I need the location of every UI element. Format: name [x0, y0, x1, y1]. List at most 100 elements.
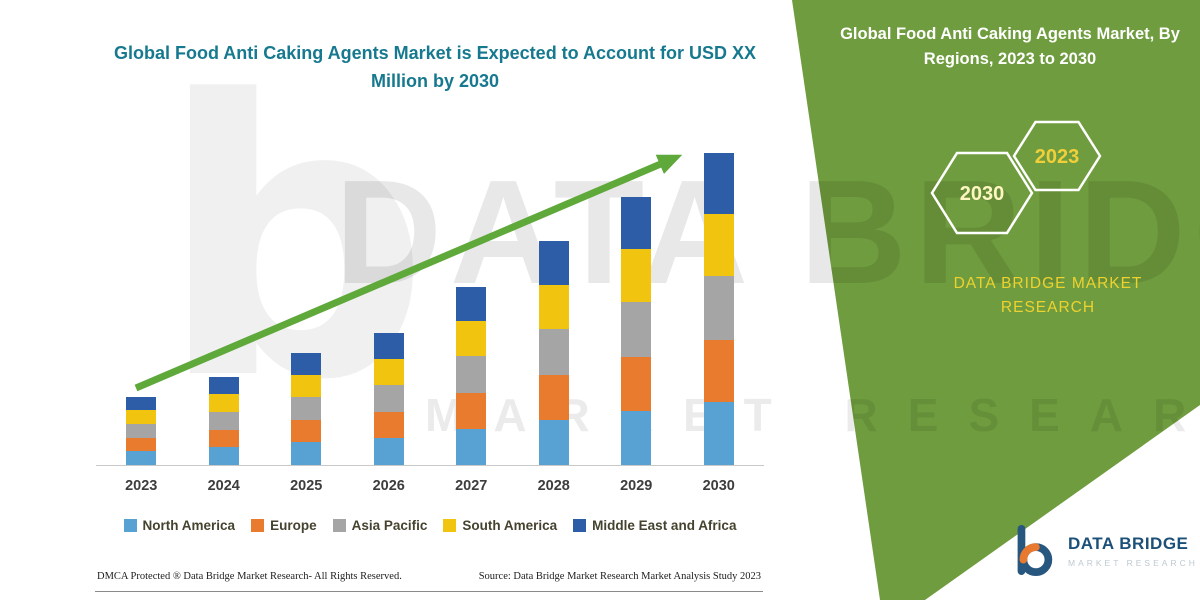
- bar-segment-middle-east-and-africa: [456, 287, 487, 321]
- bar-segment-asia-pacific: [291, 397, 322, 420]
- x-axis-label-2027: 2027: [455, 478, 488, 494]
- source-note: Source: Data Bridge Market Research Mark…: [478, 571, 761, 582]
- x-axis-label-2029: 2029: [620, 478, 653, 494]
- bar-segment-north-america: [538, 420, 569, 465]
- year-hexagons: 2030 2023: [930, 120, 1102, 235]
- hexagon-2023-label: 2023: [1035, 146, 1080, 168]
- bar-segment-north-america: [291, 442, 322, 465]
- bar-segment-middle-east-and-africa: [621, 197, 652, 249]
- bar-segment-middle-east-and-africa: [208, 377, 239, 394]
- legend-item-middle-east-and-africa: Middle East and Africa: [573, 518, 736, 533]
- bar-column-2028: [513, 241, 596, 465]
- x-axis-label-2028: 2028: [537, 478, 570, 494]
- bar-segment-south-america: [538, 285, 569, 329]
- bar-segment-europe: [538, 375, 569, 420]
- bar-segment-middle-east-and-africa: [703, 153, 734, 214]
- logo-brand-sub: MARKET RESEARCH: [1068, 558, 1198, 568]
- legend-swatch: [332, 519, 346, 532]
- bar-segment-europe: [703, 340, 734, 402]
- x-axis-label-2023: 2023: [125, 478, 158, 494]
- bar-segment-north-america: [373, 438, 404, 465]
- legend-label: North America: [142, 518, 236, 533]
- bar-segment-asia-pacific: [703, 276, 734, 340]
- bar-segment-asia-pacific: [456, 356, 487, 393]
- bar-segment-south-america: [126, 410, 157, 424]
- panel-brand-text: DATA BRIDGE MARKET RESEARCH: [953, 275, 1143, 317]
- bar-segment-south-america: [621, 249, 652, 302]
- bar-segment-europe: [373, 412, 404, 438]
- legend-item-north-america: North America: [123, 518, 236, 533]
- bar-segment-asia-pacific: [621, 302, 652, 357]
- bar-segment-south-america: [291, 375, 322, 397]
- bar-column-2027: [430, 287, 513, 465]
- bar-segment-europe: [208, 430, 239, 447]
- bar-segment-asia-pacific: [126, 424, 157, 438]
- hexagon-2023: [1012, 120, 1102, 192]
- bar-segment-middle-east-and-africa: [126, 397, 157, 410]
- stacked-bar-2023: [126, 397, 157, 465]
- footer: DMCA Protected ® Data Bridge Market Rese…: [97, 571, 761, 582]
- bar-segment-europe: [291, 420, 322, 442]
- legend-label: South America: [462, 518, 558, 533]
- x-axis-label-2024: 2024: [207, 478, 240, 494]
- stacked-bar-2024: [208, 377, 239, 465]
- bar-segment-north-america: [456, 429, 487, 465]
- x-axis-label-2030: 2030: [702, 478, 735, 494]
- bar-column-2029: [595, 197, 678, 465]
- x-axis-labels: 2023 2024 2025 2026 2027 2028 2029 2030: [100, 478, 760, 494]
- bar-segment-north-america: [126, 451, 157, 465]
- x-axis-label-2025: 2025: [290, 478, 323, 494]
- legend-label: Europe: [270, 518, 317, 533]
- legend-item-south-america: South America: [443, 518, 557, 533]
- legend-label: Middle East and Africa: [592, 518, 737, 533]
- legend-label: Asia Pacific: [351, 518, 428, 533]
- x-axis-label-2026: 2026: [372, 478, 405, 494]
- bar-column-2023: [100, 397, 183, 465]
- bar-segment-middle-east-and-africa: [538, 241, 569, 285]
- bar-segment-asia-pacific: [373, 385, 404, 412]
- footer-divider: [95, 591, 763, 592]
- stacked-bar-2030: [703, 153, 734, 465]
- bar-segment-north-america: [208, 447, 239, 465]
- bar-column-2026: [348, 333, 431, 465]
- bar-column-2024: [183, 377, 266, 465]
- bar-segment-europe: [126, 438, 157, 451]
- legend-swatch: [123, 519, 137, 532]
- bar-segment-south-america: [208, 394, 239, 412]
- stacked-bar-2028: [538, 241, 569, 465]
- bar-column-2025: [265, 353, 348, 465]
- x-axis-line: [96, 465, 764, 466]
- logo-text: DATA BRIDGE MARKET RESEARCH: [1068, 534, 1198, 568]
- bar-segment-north-america: [621, 411, 652, 465]
- stacked-bar-2029: [621, 197, 652, 465]
- legend-swatch: [443, 519, 457, 532]
- bar-segment-europe: [621, 357, 652, 411]
- bar-segment-north-america: [703, 402, 734, 465]
- bar-segment-middle-east-and-africa: [291, 353, 322, 375]
- hexagon-2030: [930, 151, 1034, 235]
- bar-segment-asia-pacific: [208, 412, 239, 430]
- bar-column-2030: [678, 153, 761, 465]
- data-bridge-logo: DATA BRIDGE MARKET RESEARCH: [1008, 524, 1198, 578]
- bar-segment-south-america: [373, 359, 404, 385]
- legend-item-asia-pacific: Asia Pacific: [332, 518, 428, 533]
- page-title: Global Food Anti Caking Agents Market is…: [113, 43, 757, 91]
- stacked-bar-chart: [100, 153, 760, 465]
- hexagon-2030-label: 2030: [960, 183, 1005, 205]
- bar-segment-south-america: [703, 214, 734, 276]
- bar-segment-europe: [456, 393, 487, 429]
- chart-legend: North America Europe Asia Pacific South Ame…: [90, 518, 770, 533]
- bar-segment-asia-pacific: [538, 329, 569, 375]
- legend-swatch: [573, 519, 587, 532]
- stacked-bar-2025: [291, 353, 322, 465]
- data-bridge-b-icon: [1017, 525, 1053, 576]
- bar-segment-south-america: [456, 321, 487, 356]
- bar-segment-middle-east-and-africa: [373, 333, 404, 359]
- panel-heading: Global Food Anti Caking Agents Market, B…: [840, 25, 1180, 68]
- stacked-bar-2027: [456, 287, 487, 465]
- dmca-notice: DMCA Protected ® Data Bridge Market Rese…: [97, 571, 402, 582]
- stacked-bar-2026: [373, 333, 404, 465]
- legend-item-europe: Europe: [251, 518, 317, 533]
- logo-brand-name: DATA BRIDGE: [1068, 534, 1189, 553]
